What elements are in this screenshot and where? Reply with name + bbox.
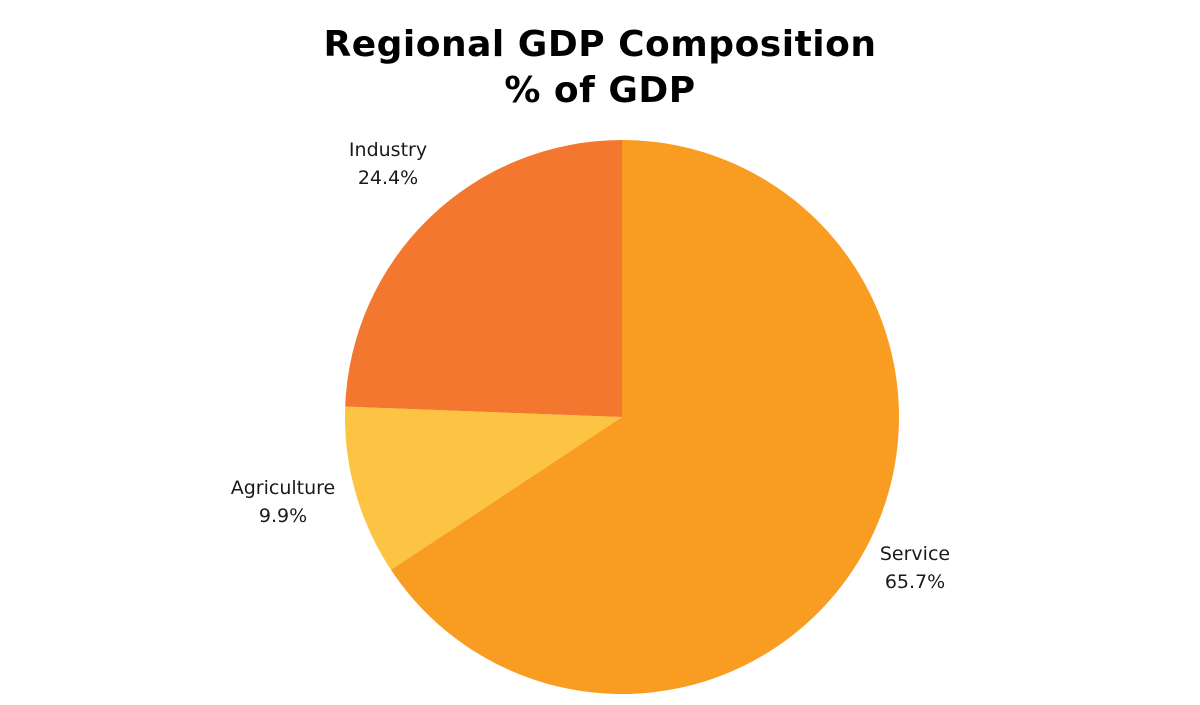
slice-value-service: 65.7% <box>885 571 945 593</box>
pie-slice-industry <box>345 140 622 417</box>
chart-title: Regional GDP Composition <box>323 24 877 65</box>
slice-label-industry: Industry <box>349 139 427 161</box>
slice-label-agriculture: Agriculture <box>231 477 336 499</box>
pie-slice-agriculture <box>345 406 622 570</box>
slice-label-service: Service <box>880 543 950 565</box>
pie-labels: Service 65.7% Agriculture 9.9% Industry 24.4% <box>231 139 950 593</box>
pie-slices <box>345 140 900 695</box>
slice-value-agriculture: 9.9% <box>259 505 307 527</box>
chart-subtitle: % of GDP <box>504 70 696 111</box>
pie-slice-service <box>390 140 900 695</box>
slice-value-industry: 24.4% <box>358 167 418 189</box>
